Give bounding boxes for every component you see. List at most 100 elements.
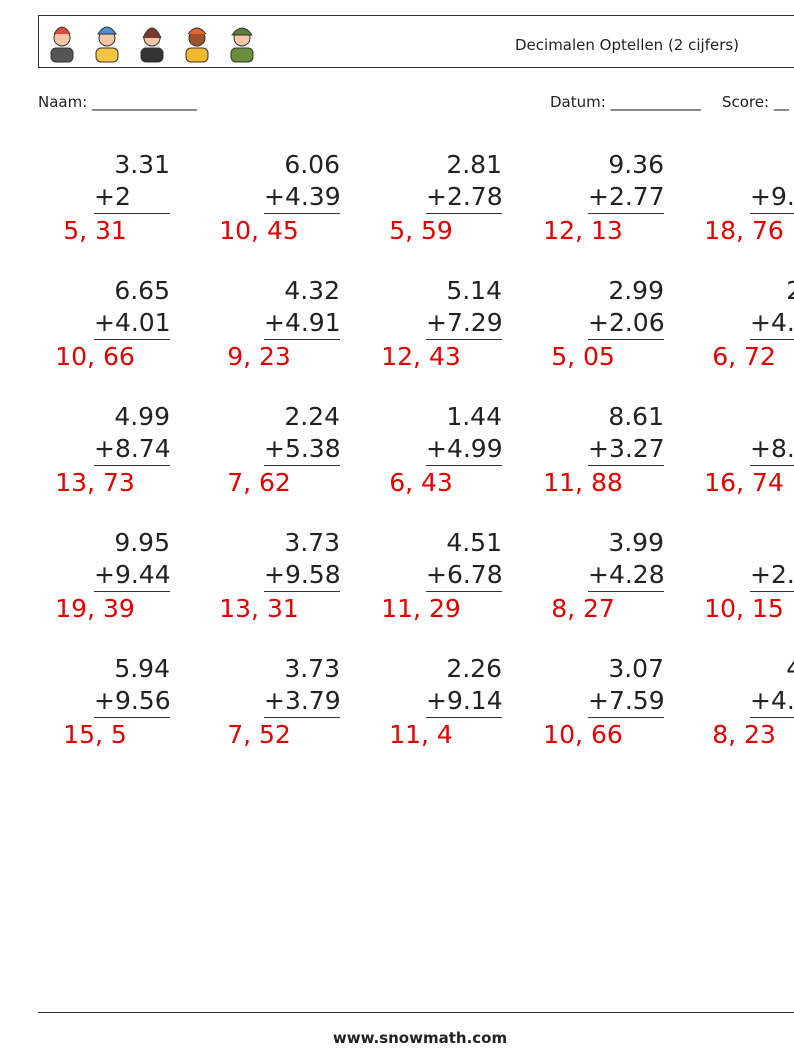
answer-line (588, 591, 664, 592)
answer-line (94, 717, 170, 718)
addend: +4.99 (426, 434, 503, 463)
addend: 8. (706, 402, 794, 432)
addend: 4.51 (446, 528, 502, 557)
addend: 9. (706, 150, 794, 180)
answer-line (264, 465, 340, 466)
addend: 3.73 (284, 654, 340, 683)
answer-line (426, 717, 502, 718)
answer-line (264, 339, 340, 340)
addend: +9.58 (264, 560, 341, 589)
answer-line (750, 465, 794, 466)
addend: +2.78 (426, 182, 503, 211)
answer: 13, 73 (55, 468, 135, 497)
answer-line (750, 591, 794, 592)
addend: +9. (750, 182, 794, 211)
answer: 12, 13 (543, 216, 623, 245)
addend: 3.99 (608, 528, 664, 557)
answer-line (264, 213, 340, 214)
addend: 3.07 (608, 654, 664, 683)
answer: 10, 66 (55, 342, 135, 371)
addend: +8.74 (94, 434, 171, 463)
answer-line (588, 339, 664, 340)
answer: 18, 76 (704, 216, 784, 245)
answer-line (426, 465, 502, 466)
answer: 11, 88 (543, 468, 623, 497)
answer-line (750, 339, 794, 340)
answer: 9, 23 (227, 342, 291, 371)
addend: 6.65 (114, 276, 170, 305)
addend: +7.29 (426, 308, 503, 337)
addend: +4.28 (588, 560, 665, 589)
addend: +9.14 (426, 686, 503, 715)
avatar (230, 27, 254, 63)
addend: 5.14 (446, 276, 502, 305)
addend: 6.06 (284, 150, 340, 179)
addend: 4.99 (114, 402, 170, 431)
addend: 7. (706, 528, 794, 558)
answer: 16, 74 (704, 468, 784, 497)
answer: 7, 52 (227, 720, 291, 749)
addend: +2. (750, 560, 794, 589)
addend: +4.01 (94, 308, 171, 337)
answer: 13, 31 (219, 594, 299, 623)
answer: 19, 39 (55, 594, 135, 623)
answer: 10, 66 (543, 720, 623, 749)
addend: +2 (94, 182, 131, 211)
answer: 5, 05 (551, 342, 615, 371)
answer: 5, 31 (63, 216, 127, 245)
avatar (140, 27, 164, 63)
addend: +8. (750, 434, 794, 463)
answer-line (588, 717, 664, 718)
score-label: Score: __ (722, 93, 789, 111)
answer-line (588, 465, 664, 466)
addend: 3.73 (284, 528, 340, 557)
answer: 5, 59 (389, 216, 453, 245)
answer: 12, 43 (381, 342, 461, 371)
addend: +4.0 (750, 686, 794, 715)
answer-line (426, 591, 502, 592)
avatar (185, 27, 209, 63)
answer: 11, 4 (389, 720, 453, 749)
name-label: Naam: ______________ (38, 93, 198, 111)
addend: 2.99 (608, 276, 664, 305)
addend: +6.78 (426, 560, 503, 589)
answer: 7, 62 (227, 468, 291, 497)
answer: 10, 45 (219, 216, 299, 245)
addend: 4.32 (284, 276, 340, 305)
answer: 8, 27 (551, 594, 615, 623)
answer-line (264, 717, 340, 718)
answer-line (264, 591, 340, 592)
addend: 5.94 (114, 654, 170, 683)
addend: +4.3 (750, 308, 794, 337)
addend: 3.31 (114, 150, 170, 179)
addend: +9.56 (94, 686, 171, 715)
addend: +4.39 (264, 182, 341, 211)
header-box (38, 15, 794, 68)
addend: 9.36 (608, 150, 664, 179)
addend: +9.44 (94, 560, 171, 589)
footer-rule (38, 1012, 794, 1013)
avatar (95, 26, 119, 63)
addend: 9.95 (114, 528, 170, 557)
answer-line (750, 717, 794, 718)
avatar (50, 26, 74, 63)
addend: 4.2 (706, 654, 794, 684)
addend: 2.81 (446, 150, 502, 179)
answer: 6, 72 (712, 342, 776, 371)
addend: 1.44 (446, 402, 502, 431)
answer: 10, 15 (704, 594, 784, 623)
footer-url: www.snowmath.com (332, 1029, 508, 1047)
answer: 15, 5 (63, 720, 127, 749)
addend: 2.26 (446, 654, 502, 683)
addend: +4.91 (264, 308, 341, 337)
answer-line (750, 213, 794, 214)
answer-line (426, 213, 502, 214)
answer: 8, 23 (712, 720, 776, 749)
answer: 6, 43 (389, 468, 453, 497)
answer-line (94, 591, 170, 592)
answer-line (94, 465, 170, 466)
addend: +3.79 (264, 686, 341, 715)
addend: +2.77 (588, 182, 665, 211)
date-label: Datum: ____________ (550, 93, 701, 111)
